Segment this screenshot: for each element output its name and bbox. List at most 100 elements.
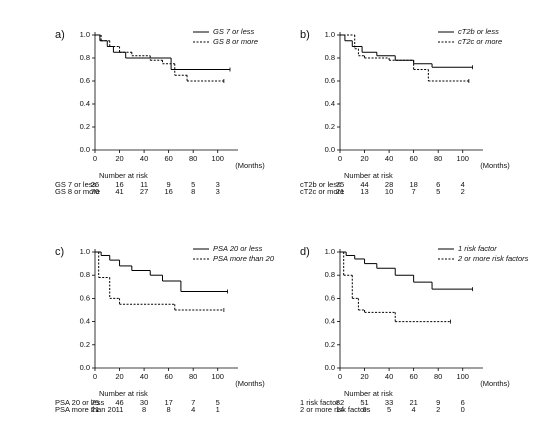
y-tick-label: 0.8 [80,53,90,62]
risk-row-label: GS 8 or more [55,187,100,196]
risk-row-label: 2 or more risk factors [300,405,371,414]
x-axis-label: (Months) [480,161,510,170]
risk-count: 75 [91,398,99,407]
legend-label: 1 risk factor [458,244,497,253]
legend-label: GS 7 or less [213,27,255,36]
y-tick-label: 0.4 [80,99,90,108]
risk-count: 10 [385,187,393,196]
risk-count: 27 [140,187,148,196]
risk-count: 82 [336,398,344,407]
risk-count: 26 [91,180,99,189]
y-tick-label: 0.8 [325,53,335,62]
risk-count: 8 [142,405,146,414]
risk-count: 6 [436,180,440,189]
legend-label: PSA more than 20 [213,254,275,263]
risk-count: 13 [360,187,368,196]
risk-count: 4 [412,405,416,414]
panel-label: d) [300,246,310,258]
risk-count: 17 [164,398,172,407]
risk-count: 7 [191,398,195,407]
risk-count: 3 [216,187,220,196]
y-tick-label: 1.0 [80,247,90,256]
y-tick-label: 0.2 [325,340,335,349]
y-tick-label: 0.8 [325,270,335,279]
risk-count: 75 [336,180,344,189]
x-tick-label: 0 [93,372,97,381]
y-tick-label: 0.8 [80,270,90,279]
risk-count: 2 [461,187,465,196]
risk-count: 5 [387,405,391,414]
risk-count: 0 [461,405,465,414]
risk-count: 21 [409,398,417,407]
risk-count: 44 [360,180,368,189]
risk-row-label: 1 risk factor [300,398,339,407]
x-axis-label: (Months) [235,379,265,388]
risk-count: 5 [216,398,220,407]
y-tick-label: 0.0 [80,363,90,372]
risk-count: 30 [140,398,148,407]
x-tick-label: 40 [385,154,393,163]
risk-count: 8 [167,405,171,414]
legend-label: GS 8 or more [213,37,258,46]
x-axis-label: (Months) [480,379,510,388]
y-tick-label: 0.6 [80,76,90,85]
risk-count: 11 [116,405,124,414]
y-tick-label: 0.4 [325,317,335,326]
x-tick-label: 80 [434,372,442,381]
y-tick-label: 0.2 [325,122,335,131]
risk-count: 11 [140,180,148,189]
y-tick-label: 1.0 [80,30,90,39]
y-tick-label: 0.0 [325,145,335,154]
risk-count: 51 [360,398,368,407]
x-tick-label: 60 [409,372,417,381]
risk-count: 16 [164,187,172,196]
x-tick-label: 100 [456,154,469,163]
risk-count: 21 [336,187,344,196]
risk-count: 3 [216,180,220,189]
risk-count: 70 [91,187,99,196]
x-tick-label: 0 [338,154,342,163]
y-tick-label: 0.6 [325,76,335,85]
risk-count: 46 [115,398,123,407]
y-tick-label: 0.0 [80,145,90,154]
risk-count: 18 [409,180,417,189]
risk-count: 16 [115,180,123,189]
risk-count: 33 [385,398,393,407]
risk-count: 4 [191,405,195,414]
risk-count: 14 [336,405,344,414]
risk-count: 6 [362,405,366,414]
risk-count: 28 [385,180,393,189]
x-tick-label: 100 [456,372,469,381]
y-tick-label: 0.6 [80,293,90,302]
risk-row-label: PSA more than 20 [55,405,116,414]
x-tick-label: 0 [338,372,342,381]
panel-label: c) [55,246,64,258]
panel-label: a) [55,29,65,41]
risk-count: 8 [191,187,195,196]
risk-count: 5 [436,187,440,196]
risk-row-label: cT2b or less [300,180,341,189]
y-tick-label: 0.4 [80,317,90,326]
y-tick-label: 1.0 [325,30,335,39]
risk-row-label: cT2c or more [300,187,344,196]
risk-count: 41 [115,187,123,196]
risk-count: 9 [167,180,171,189]
x-tick-label: 80 [434,154,442,163]
risk-table-title: Number at risk [99,171,148,180]
risk-count: 6 [461,398,465,407]
legend-label: PSA 20 or less [213,244,263,253]
x-tick-label: 40 [140,372,148,381]
x-tick-label: 60 [164,372,172,381]
y-tick-label: 0.4 [325,99,335,108]
risk-count: 7 [412,187,416,196]
risk-count: 5 [191,180,195,189]
x-tick-label: 20 [360,372,368,381]
risk-count: 4 [461,180,465,189]
risk-table-title: Number at risk [344,389,393,398]
x-tick-label: 100 [211,372,224,381]
risk-count: 21 [91,405,99,414]
risk-count: 9 [436,398,440,407]
x-axis-label: (Months) [235,161,265,170]
x-tick-label: 0 [93,154,97,163]
